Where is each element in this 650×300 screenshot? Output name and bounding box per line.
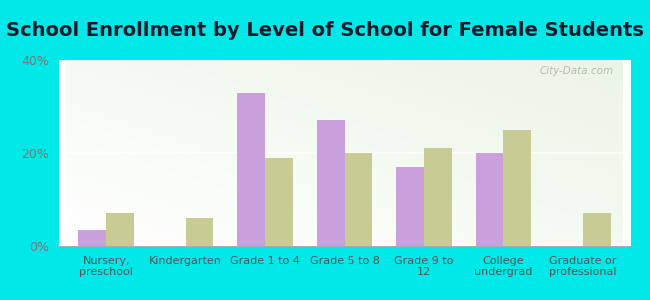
Bar	[424, 148, 452, 246]
Text: City-Data.com: City-Data.com	[540, 66, 614, 76]
Bar	[396, 167, 424, 246]
Bar	[265, 158, 293, 246]
Bar	[344, 153, 372, 246]
Bar	[186, 218, 213, 246]
Bar	[583, 214, 610, 246]
Bar	[503, 130, 531, 246]
Bar	[476, 153, 503, 246]
Bar	[79, 230, 106, 246]
Text: School Enrollment by Level of School for Female Students: School Enrollment by Level of School for…	[6, 21, 644, 40]
Bar	[106, 214, 134, 246]
Bar	[237, 92, 265, 246]
Bar	[317, 120, 345, 246]
